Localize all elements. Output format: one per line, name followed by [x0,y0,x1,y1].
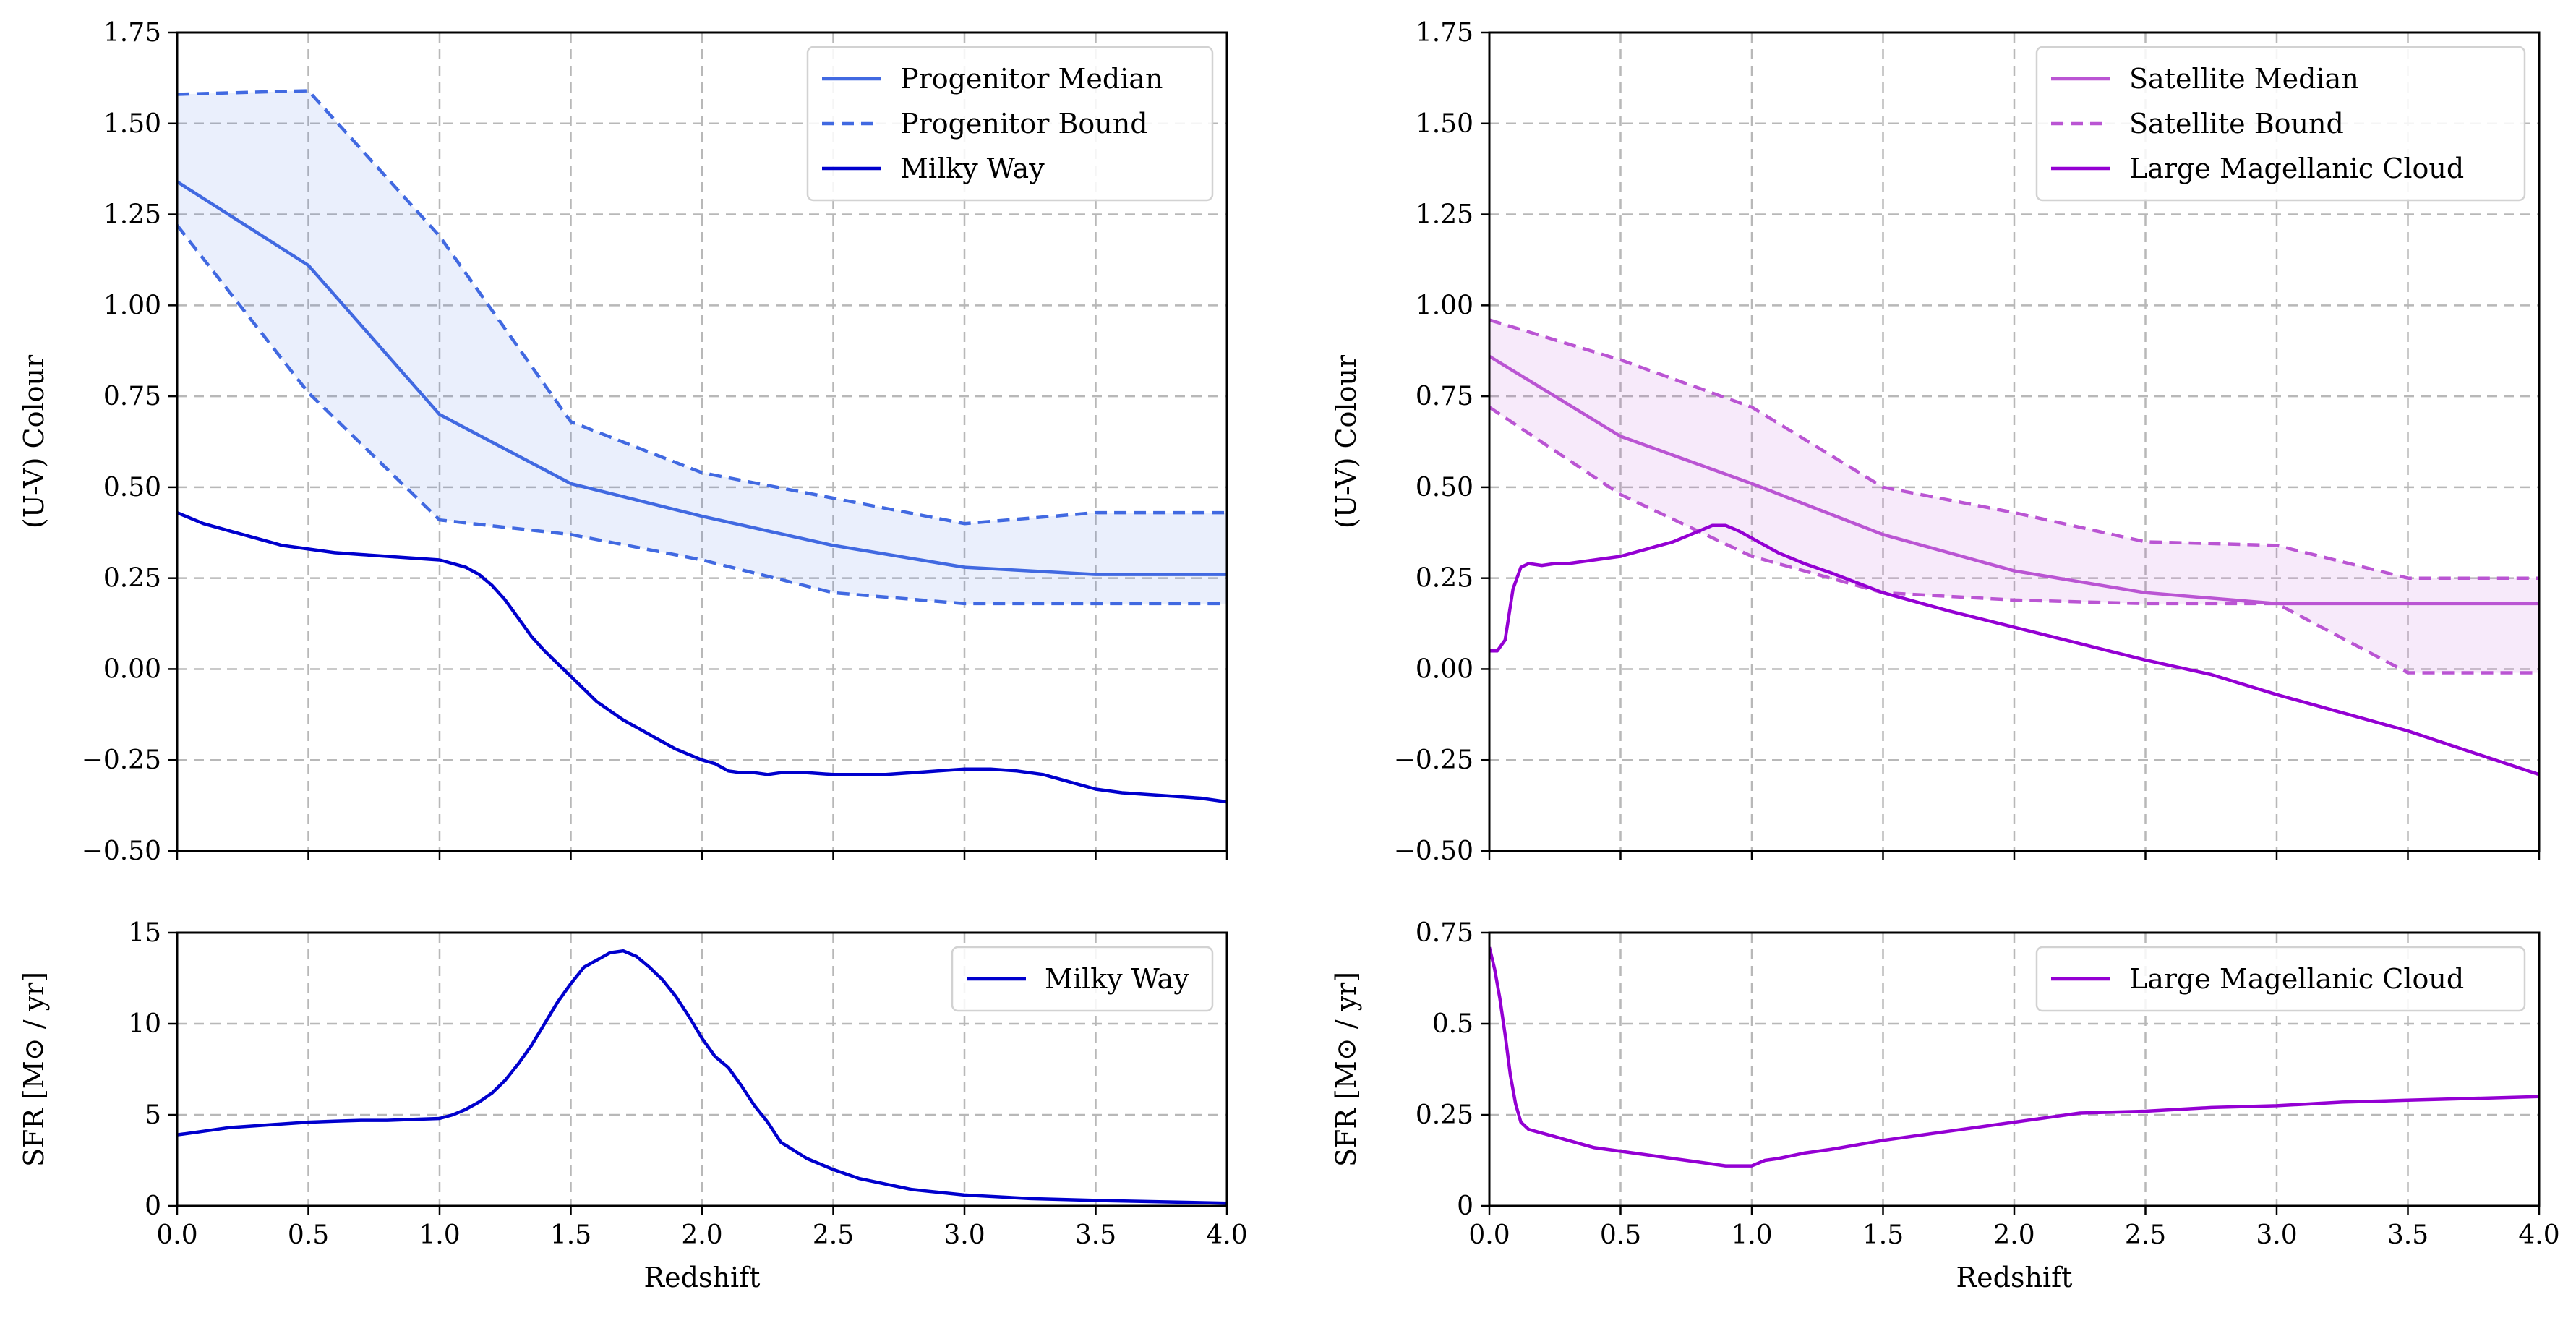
legend: Large Magellanic Cloud [2035,946,2526,1012]
x-tick-label: 2.0 [1993,1220,2034,1250]
y-tick-label: 0.5 [1432,1009,1473,1039]
x-tick-label: 3.5 [1075,1220,1116,1250]
series-satellite-bound-lower [1489,406,2539,675]
series-satellite-median [1489,354,2539,606]
series-satellite-bound [1489,318,2539,580]
y-tick-label: 0.75 [1416,918,1473,948]
series-line [177,89,1227,526]
y-tick-label: −0.50 [82,836,161,866]
legend-box [806,46,1214,202]
legend-label: Progenitor Median [900,63,1163,95]
legend: Milky Way [951,946,1214,1012]
x-tick-label: 1.5 [1862,1220,1904,1250]
x-tick-label: 2.5 [2125,1220,2166,1250]
panel-colour-lmc: −0.50 −0.25 0.00 0.25 0.50 0.75 1.00 1.25 1.50 1.… [1330,18,2541,866]
x-axis-label: Redshift [1956,1262,2073,1293]
x-tick-label: 1.0 [1731,1220,1772,1250]
y-tick-label: 1.75 [103,18,161,48]
y-tick-label: 0.50 [1416,473,1473,502]
gridlines [177,933,1227,1206]
legend-label: Satellite Bound [2129,108,2344,140]
y-tick-label: 0 [145,1191,161,1221]
y-axis-label: SFR [M⊙ / yr] [18,972,50,1167]
legend-label: Milky Way [900,153,1045,184]
gridlines [1489,933,2539,1206]
y-axis-label: (U-V) Colour [18,354,50,529]
x-tick-label: 2.5 [813,1220,854,1250]
legend-box [951,946,1214,1012]
legend-label: Milky Way [1045,963,1189,995]
series-line [177,511,1227,804]
series-progenitor-bound-lower [177,224,1227,606]
y-tick-label: 1.50 [103,109,161,139]
y-tick-label: 10 [128,1009,161,1039]
series-line [177,180,1227,576]
x-tick-label: 4.0 [2518,1220,2559,1250]
series-line [177,949,1227,1205]
legend-label: Large Magellanic Cloud [2129,963,2464,995]
series-line [1489,523,2539,776]
y-tick-label: 0 [1457,1191,1473,1221]
y-tick-label: −0.50 [1394,836,1473,866]
series-line [1489,354,2539,606]
y-tick-label: −0.25 [1394,745,1473,775]
x-tick-label: 1.5 [550,1220,591,1250]
legend-box [2035,46,2526,202]
legend-label: Progenitor Bound [900,108,1148,140]
y-tick-label: 1.00 [1416,291,1473,320]
x-tick-label: 0.5 [1600,1220,1641,1250]
legend-label: Satellite Median [2129,63,2359,95]
y-axis-label: SFR [M⊙ / yr] [1330,972,1362,1167]
y-tick-label: 0.50 [103,473,161,502]
series-milky-way [177,511,1227,804]
y-tick-label: 1.25 [1416,200,1473,230]
y-tick-label: 0.25 [103,564,161,594]
x-axis-label: Redshift [644,1262,761,1293]
x-tick-label: 3.5 [2387,1220,2429,1250]
y-tick-label: 0.75 [103,382,161,411]
x-tick-label: 4.0 [1206,1220,1247,1250]
series-progenitor-median [177,180,1227,576]
x-tick-label: 0.0 [156,1220,197,1250]
x-tick-label: 1.0 [419,1220,460,1250]
x-tick-label: 3.0 [2256,1220,2297,1250]
series-large-magellanic-cloud [1489,523,2539,776]
series-large-magellanic-cloud [1489,946,2539,1168]
legend: Progenitor Median Progenitor Bound Milky W… [806,46,1214,202]
series-line [1489,318,2539,580]
y-tick-label: 0.25 [1416,1100,1473,1130]
x-tick-label: 3.0 [943,1220,985,1250]
y-tick-label: 1.75 [1416,18,1473,48]
legend-label: Large Magellanic Cloud [2129,153,2464,184]
confidence-band [177,90,1227,604]
y-tick-label: −0.25 [82,745,161,775]
y-tick-label: 0.25 [1416,564,1473,594]
y-axis-label: (U-V) Colour [1330,354,1362,529]
series-progenitor-bound [177,89,1227,526]
panel-colour-milky-way: −0.50 −0.25 0.00 0.25 0.50 0.75 1.00 1.25 1.50 1.… [18,18,1228,866]
x-tick-label: 0.0 [1468,1220,1510,1250]
y-tick-label: 1.25 [103,200,161,230]
series-line [1489,406,2539,675]
series-line [177,224,1227,606]
x-tick-label: 2.0 [681,1220,722,1250]
series-line [1489,946,2539,1168]
y-tick-label: 0.75 [1416,382,1473,411]
y-tick-label: 0.00 [1416,654,1473,684]
legend-box [2035,946,2526,1012]
y-tick-label: 15 [128,918,161,948]
y-tick-label: 0.00 [103,654,161,684]
y-tick-label: 1.00 [103,291,161,320]
panel-sfr-milky-way: 0.0 0.5 1.0 1.5 2.0 2.5 3.0 3.5 4.0 0 5 10 15 Redshif… [18,918,1248,1293]
y-tick-label: 1.50 [1416,109,1473,139]
series-milky-way [177,949,1227,1205]
y-tick-label: 5 [145,1100,161,1130]
legend: Satellite Median Satellite Bound Large Mag… [2035,46,2526,202]
x-tick-label: 0.5 [288,1220,329,1250]
panel-sfr-lmc: 0.0 0.5 1.0 1.5 2.0 2.5 3.0 3.5 4.0 0 0.25 0.5 0.75 R… [1330,918,2560,1293]
